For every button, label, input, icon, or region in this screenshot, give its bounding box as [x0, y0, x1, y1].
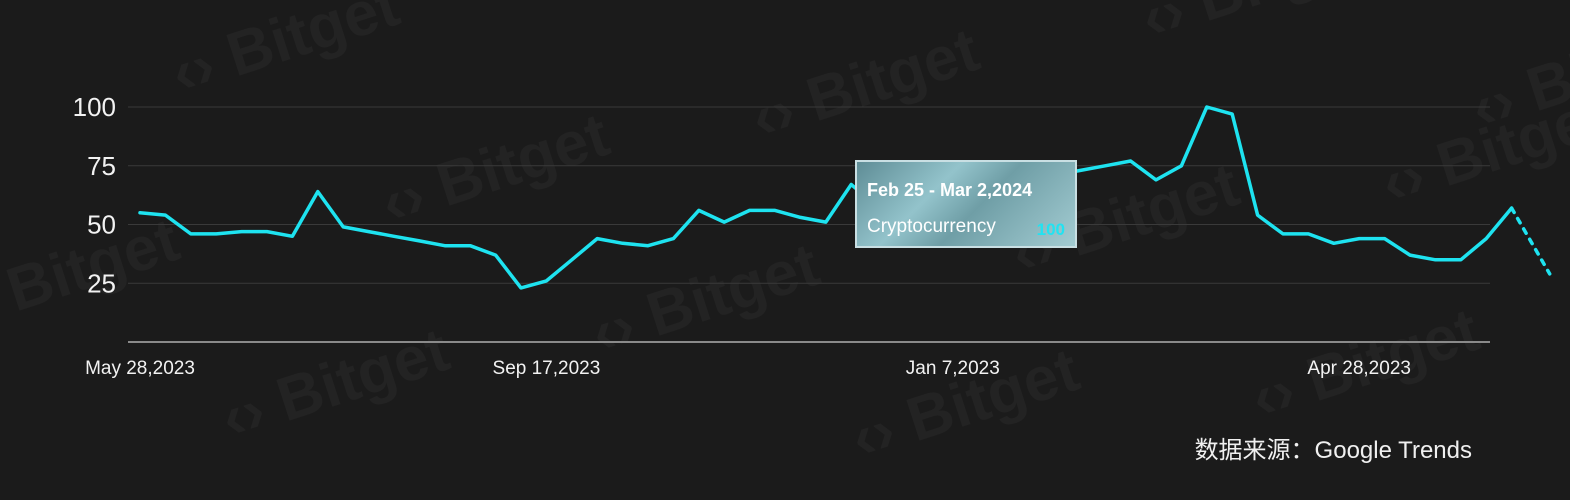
- y-tick-label: 50: [87, 210, 116, 240]
- y-tick-label: 100: [73, 92, 116, 122]
- y-axis-ticks: 25 50 75 100: [73, 92, 116, 298]
- chart-tooltip: Feb 25 - Mar 2,2024 Cryptocurrency 100: [855, 160, 1077, 248]
- tooltip-title: Feb 25 - Mar 2,2024: [867, 180, 1033, 200]
- watermark-text: ‹› Bitget: [213, 315, 457, 453]
- series-line-cryptocurrency[interactable]: [138, 105, 1514, 290]
- watermark-text: ‹› Bitget: [373, 100, 617, 238]
- watermark-text: ‹› Bitget: [743, 15, 987, 153]
- x-tick-label: May 28,2023: [85, 358, 195, 379]
- tooltip-value: 100: [1036, 220, 1065, 239]
- x-tick-label: Sep 17,2023: [493, 358, 601, 379]
- x-axis-ticks: May 28,2023 Sep 17,2023 Jan 7,2023 Apr 28,2…: [85, 358, 1411, 379]
- data-source-note: 数据来源：Google Trends: [1194, 437, 1472, 464]
- watermark-text: ‹› Bitget: [1133, 0, 1377, 53]
- watermark-layer: ‹› Bitget‹› Bitget‹› Bitget‹› Bitget‹› B…: [0, 0, 1570, 473]
- watermark-text: ‹› Bitget: [583, 230, 827, 368]
- watermark-text: ‹› Bitget: [843, 335, 1087, 473]
- x-tick-label: Apr 28,2023: [1307, 358, 1411, 379]
- y-tick-label: 25: [87, 268, 116, 298]
- x-tick-label: Jan 7,2023: [906, 358, 1000, 379]
- grid-lines: [128, 106, 1490, 284]
- projection-dotted-line: [1509, 206, 1552, 276]
- y-tick-label: 75: [87, 151, 116, 181]
- watermark-text: ‹› Bitget: [163, 0, 407, 108]
- tooltip-series-name: Cryptocurrency: [867, 216, 996, 237]
